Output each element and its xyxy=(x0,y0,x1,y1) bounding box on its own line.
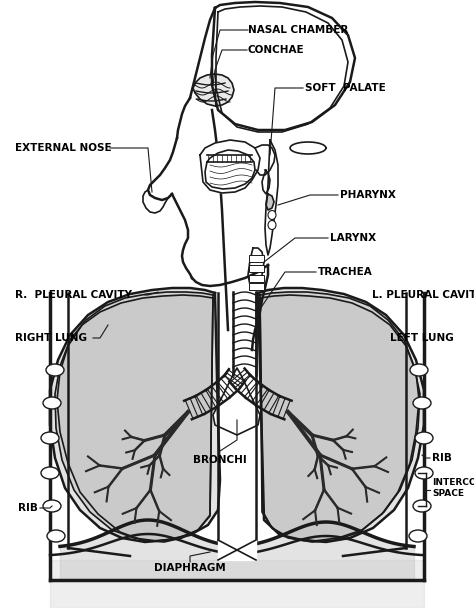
Ellipse shape xyxy=(415,432,433,444)
Ellipse shape xyxy=(410,364,428,376)
Polygon shape xyxy=(266,194,274,210)
Text: BRONCHI: BRONCHI xyxy=(193,455,247,465)
Text: SOFT  PALATE: SOFT PALATE xyxy=(305,83,386,93)
Text: LARYNX: LARYNX xyxy=(330,233,376,243)
Ellipse shape xyxy=(43,397,61,409)
Ellipse shape xyxy=(47,530,65,542)
Text: L. PLEURAL CAVITY: L. PLEURAL CAVITY xyxy=(372,290,474,300)
Ellipse shape xyxy=(415,467,433,479)
Bar xyxy=(249,255,264,262)
Polygon shape xyxy=(205,150,255,189)
Polygon shape xyxy=(57,295,213,542)
Polygon shape xyxy=(218,540,256,560)
Ellipse shape xyxy=(41,467,59,479)
Ellipse shape xyxy=(413,397,431,409)
Text: CONCHAE: CONCHAE xyxy=(248,45,305,55)
Ellipse shape xyxy=(268,210,276,219)
Text: RIB: RIB xyxy=(432,453,452,463)
Polygon shape xyxy=(193,74,234,106)
Polygon shape xyxy=(233,292,256,375)
Polygon shape xyxy=(258,288,424,542)
Text: R.  PLEURAL CAVITY: R. PLEURAL CAVITY xyxy=(15,290,132,300)
Text: RIGHT LUNG: RIGHT LUNG xyxy=(15,333,87,343)
Text: DIAPHRAGM: DIAPHRAGM xyxy=(154,563,226,573)
Ellipse shape xyxy=(413,500,431,512)
Bar xyxy=(249,283,264,290)
Text: EXTERNAL NOSE: EXTERNAL NOSE xyxy=(15,143,111,153)
Text: PHARYNX: PHARYNX xyxy=(340,190,396,200)
Bar xyxy=(249,265,264,272)
Ellipse shape xyxy=(43,500,61,512)
Polygon shape xyxy=(262,170,270,194)
Ellipse shape xyxy=(46,364,64,376)
Polygon shape xyxy=(213,368,260,435)
Text: NASAL CHAMBER: NASAL CHAMBER xyxy=(248,25,348,35)
Text: RIB: RIB xyxy=(18,503,38,513)
Polygon shape xyxy=(260,295,419,542)
Text: LEFT LUNG: LEFT LUNG xyxy=(390,333,454,343)
Bar xyxy=(249,275,264,282)
Ellipse shape xyxy=(41,432,59,444)
Polygon shape xyxy=(200,140,260,193)
Text: INTERCOSTAL
SPACE: INTERCOSTAL SPACE xyxy=(432,478,474,498)
Polygon shape xyxy=(50,288,220,542)
Ellipse shape xyxy=(268,221,276,229)
Polygon shape xyxy=(55,292,213,541)
Polygon shape xyxy=(260,292,420,541)
Text: TRACHEA: TRACHEA xyxy=(318,267,373,277)
Polygon shape xyxy=(212,2,355,130)
Ellipse shape xyxy=(409,530,427,542)
